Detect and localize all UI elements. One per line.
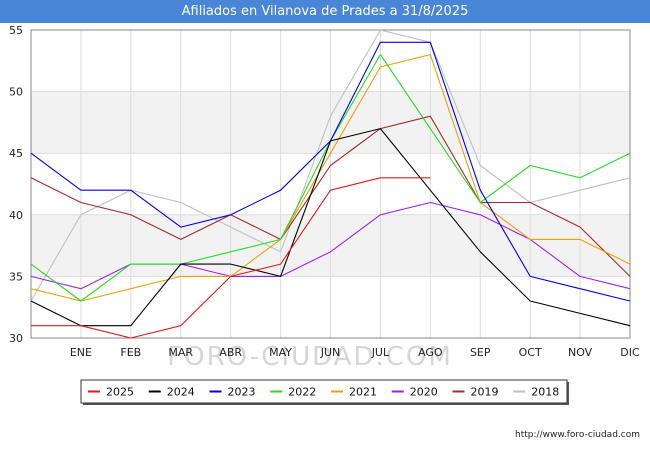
plot-frame — [30, 29, 631, 339]
legend-label-2025: 2025 — [106, 386, 134, 399]
x-tick-label: AGO — [418, 346, 443, 359]
series-line-2021 — [30, 54, 631, 302]
source-credit: http://www.foro-ciudad.com — [515, 430, 640, 440]
legend-label-2018: 2018 — [531, 386, 559, 399]
y-axis-ticks: 30 35 40 45 50 55 — [9, 24, 23, 345]
legend-label-2021: 2021 — [349, 386, 377, 399]
legend: 2025 2024 2023 2022 2021 2020 2019 2018 — [80, 379, 569, 405]
y-tick-label: 45 — [9, 147, 23, 160]
y-tick-label: 40 — [9, 209, 23, 222]
x-tick-label: ABR — [219, 346, 242, 359]
legend-box — [80, 379, 568, 404]
x-tick-label: JUN — [320, 346, 341, 359]
chart-title: Afiliados en Vilanova de Prades a 31/8/2… — [0, 0, 650, 23]
legend-label-2020: 2020 — [410, 386, 438, 399]
x-tick-label: SEP — [470, 346, 491, 359]
series-line-2024 — [30, 128, 631, 327]
y-tick-label: 50 — [9, 86, 23, 99]
x-tick-label: DIC — [620, 346, 640, 359]
y-tick-label: 30 — [9, 332, 23, 345]
series-line-2025 — [31, 177, 431, 339]
x-tick-label: OCT — [519, 346, 542, 359]
watermark: FORO-CIUDAD.COM — [167, 342, 453, 372]
series-line-2019 — [30, 115, 631, 277]
y-tick-label: 35 — [9, 270, 23, 283]
series-lines — [30, 29, 631, 339]
x-tick-label: ENE — [70, 346, 92, 359]
legend-label-2024: 2024 — [167, 386, 195, 399]
y-tick-label: 55 — [9, 24, 23, 37]
legend-label-2019: 2019 — [471, 386, 499, 399]
x-tick-label: FEB — [120, 346, 141, 359]
x-tick-label: MAR — [168, 346, 193, 359]
legend-label-2022: 2022 — [288, 386, 316, 399]
x-axis-ticks: ENE FEB MAR ABR MAY JUN JUL AGO SEP OCT NOV DIC — [70, 346, 640, 359]
x-tick-label: MAY — [269, 346, 292, 359]
x-tick-label: JUL — [371, 346, 390, 359]
legend-label-2023: 2023 — [228, 386, 256, 399]
x-tick-label: NOV — [568, 346, 593, 359]
